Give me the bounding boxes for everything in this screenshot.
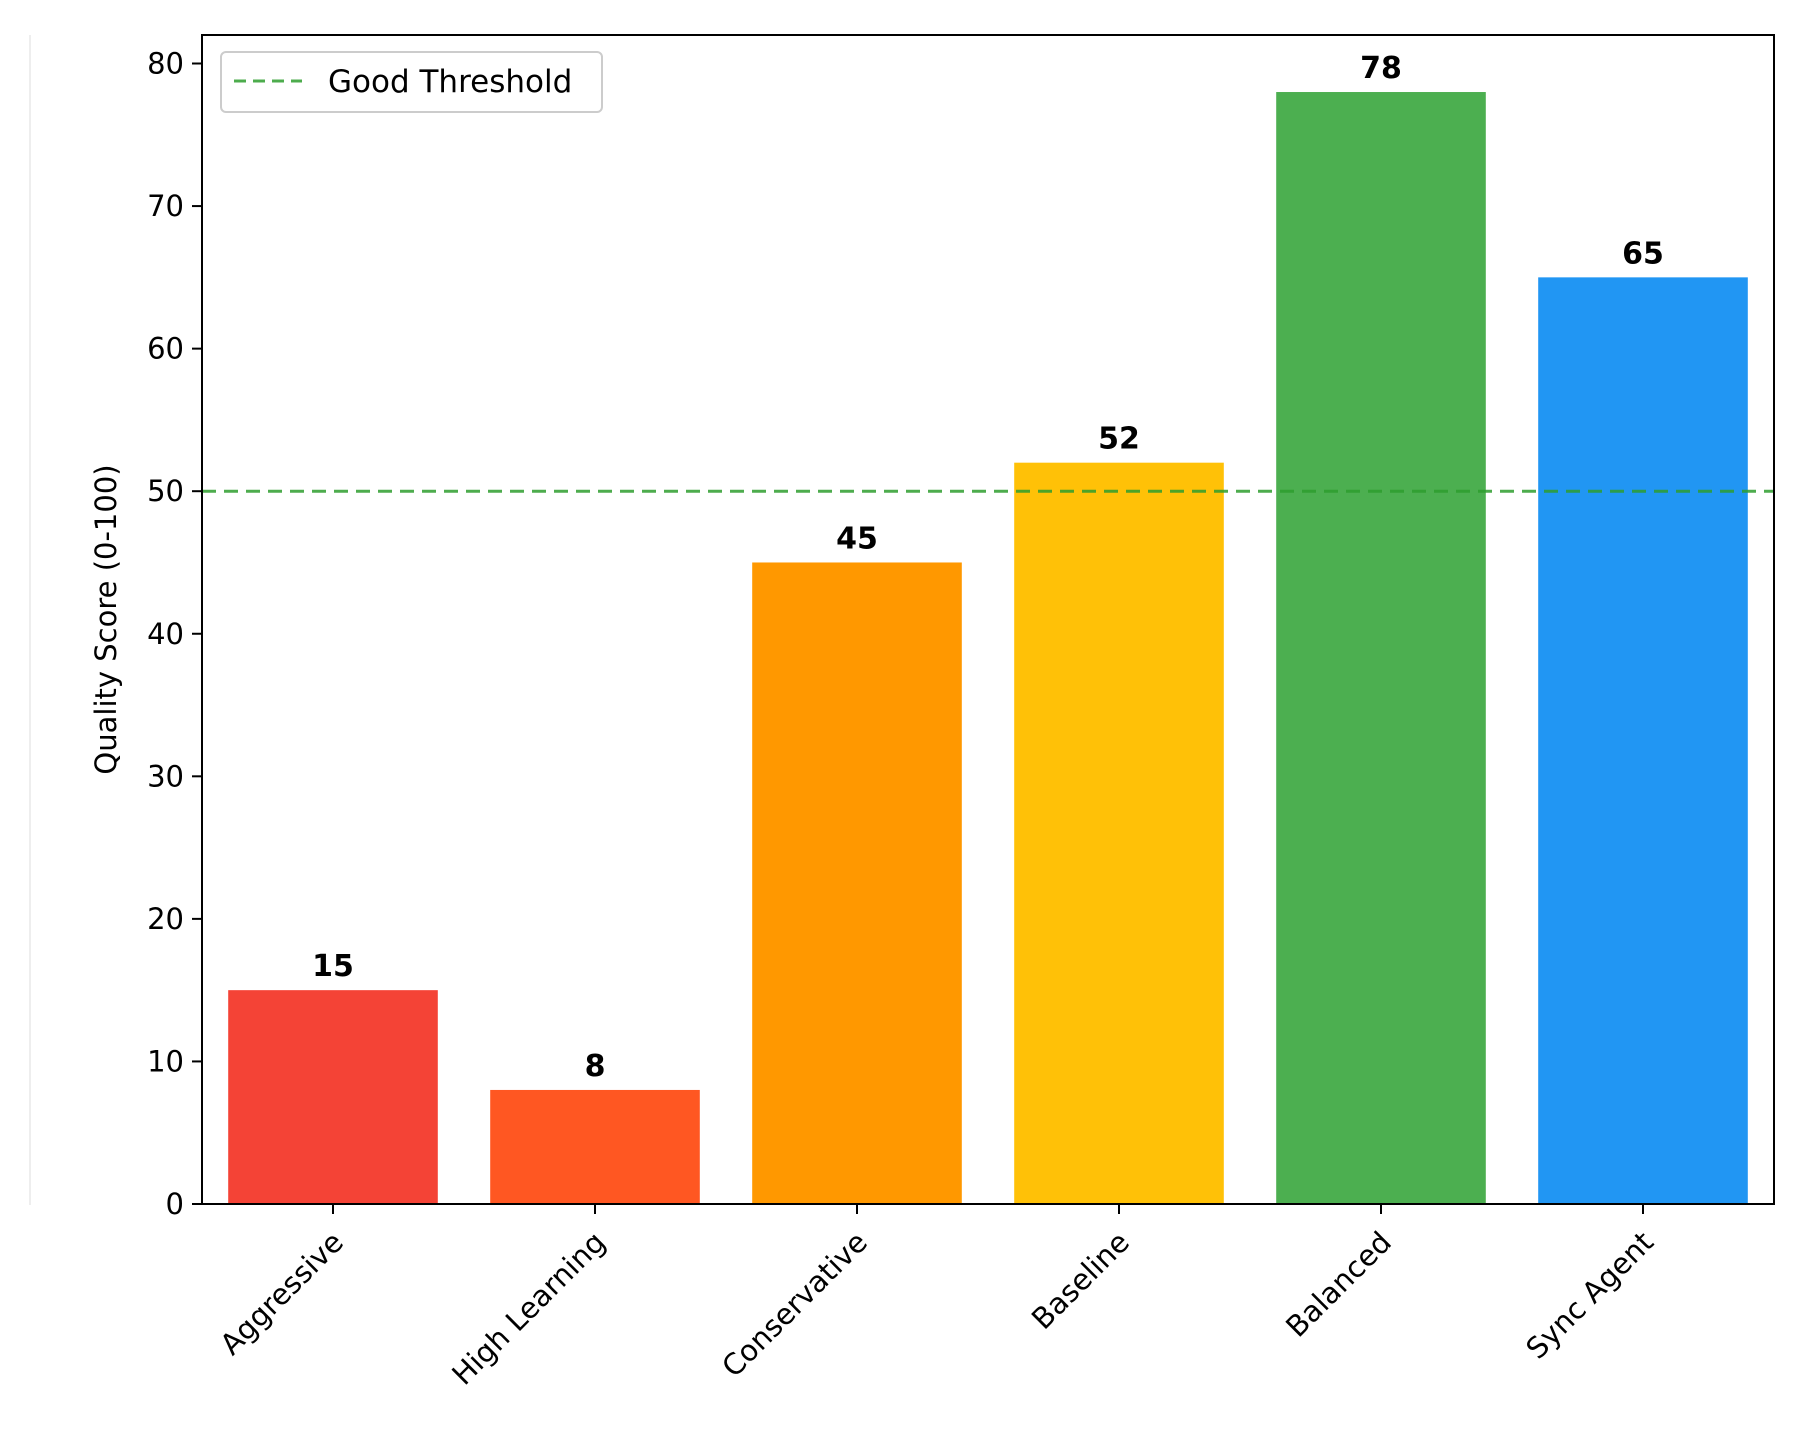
y-tick-label-70: 70 <box>147 189 184 223</box>
y-tick-label-20: 20 <box>147 902 184 936</box>
x-tick-label-baseline: Baseline <box>1025 1225 1136 1336</box>
bar-baseline <box>1014 462 1224 1204</box>
y-axis: 0 10 20 30 40 50 60 70 80 <box>147 47 202 1221</box>
data-label-aggressive: 15 <box>312 949 354 984</box>
y-tick-label-40: 40 <box>147 617 184 651</box>
x-axis: Aggressive High Learning Conservative Basel… <box>213 1204 1660 1392</box>
x-tick-label-balanced: Balanced <box>1279 1225 1398 1344</box>
legend-box <box>220 51 603 113</box>
y-tick-label-10: 10 <box>147 1044 184 1078</box>
plot-frame <box>201 34 1775 1205</box>
data-label-sync-agent: 65 <box>1622 236 1664 271</box>
data-label-high-learning: 8 <box>585 1049 606 1084</box>
y-tick-label-30: 30 <box>147 759 184 793</box>
data-labels-group: 15 8 45 52 78 65 <box>312 51 1664 1084</box>
bar-sync-agent <box>1538 277 1748 1205</box>
bar-aggressive <box>228 990 438 1204</box>
y-tick-label-80: 80 <box>147 47 184 81</box>
data-label-baseline: 52 <box>1098 422 1140 457</box>
y-tick-label-50: 50 <box>147 474 184 508</box>
x-tick-label-sync-agent: Sync Agent <box>1519 1225 1660 1366</box>
y-tick-label-0: 0 <box>166 1187 184 1221</box>
x-tick-label-high-learning: High Learning <box>445 1225 612 1392</box>
x-tick-label-aggressive: Aggressive <box>213 1225 350 1362</box>
bar-balanced <box>1276 92 1486 1204</box>
data-label-conservative: 45 <box>836 521 878 556</box>
legend-label-good-threshold: Good Threshold <box>328 64 572 100</box>
bar-high-learning <box>490 1089 700 1204</box>
y-tick-label-60: 60 <box>147 332 184 366</box>
bars-group <box>228 92 1748 1205</box>
y-axis-title: Quality Score (0-100) <box>89 464 123 774</box>
data-label-balanced: 78 <box>1360 51 1402 86</box>
bar-conservative <box>752 562 962 1204</box>
x-tick-label-conservative: Conservative <box>715 1225 874 1384</box>
legend: Good Threshold <box>220 51 603 113</box>
